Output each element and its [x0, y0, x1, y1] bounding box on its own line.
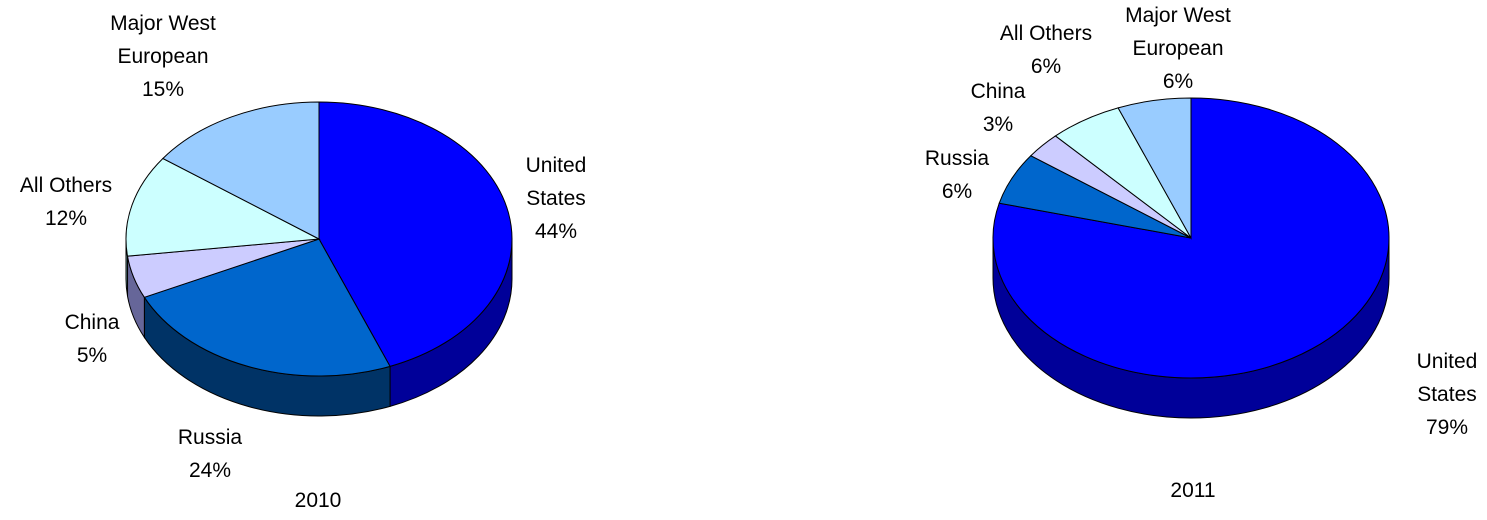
slice-label-china: China 3% [971, 80, 1026, 136]
slice-name-line: All Others [20, 174, 112, 197]
pie-slice-all-others [125, 157, 321, 257]
slice-label-china: China 5% [65, 311, 120, 367]
pie-slice-major-west-european [162, 101, 320, 240]
pie-slice-united-states [318, 101, 513, 367]
slice-percent: 44% [535, 220, 577, 243]
slice-name-line: States [1417, 383, 1477, 406]
slice-name-line: China [65, 311, 120, 334]
slice-label-united-states: United States 44% [526, 154, 587, 243]
slice-percent: 24% [189, 459, 231, 482]
slice-name-line: Major West [1125, 4, 1231, 27]
slice-label-united-states: United States 79% [1417, 350, 1478, 439]
slice-percent: 15% [142, 78, 184, 101]
slice-label-russia: Russia 6% [925, 147, 990, 203]
slice-name-line: Major West [110, 12, 216, 35]
slice-name-line: All Others [1000, 22, 1092, 45]
pie-top-faces [125, 101, 513, 377]
slice-label-russia: Russia 24% [178, 426, 243, 482]
pie-slice-russia [143, 238, 391, 377]
chart-caption: 2010 [295, 489, 342, 512]
slice-name-line: United [1417, 350, 1478, 373]
pie-slice-major-west-european [1117, 97, 1192, 240]
slice-percent: 6% [1163, 70, 1193, 93]
slice-name-line: States [526, 187, 586, 210]
slice-name-line: Russia [925, 147, 990, 170]
slice-label-major-west-european: Major West European 15% [110, 12, 216, 101]
slice-label-all-others: All Others 6% [1000, 22, 1092, 78]
slice-label-all-others: All Others 12% [20, 174, 112, 230]
slice-percent: 79% [1426, 416, 1468, 439]
slice-percent: 12% [45, 207, 87, 230]
slice-name-line: European [117, 45, 208, 68]
pie-chart-2010: United States 44% Russia 24% China 5% All Other… [20, 12, 586, 512]
slice-percent: 6% [942, 180, 972, 203]
slice-name-line: Russia [178, 426, 243, 449]
slice-name-line: United [526, 154, 587, 177]
slice-label-major-west-european: Major West European 6% [1125, 4, 1231, 93]
pie-chart-2011: United States 79%Russia 6%China 3%All Others… [925, 4, 1477, 502]
slice-percent: 3% [983, 113, 1013, 136]
slice-name-line: China [971, 80, 1026, 103]
chart-caption: 2011 [1170, 479, 1215, 502]
slice-name-line: European [1132, 37, 1223, 60]
slice-percent: 5% [77, 344, 107, 367]
pie-top-faces [992, 97, 1390, 379]
slice-percent: 6% [1031, 55, 1061, 78]
